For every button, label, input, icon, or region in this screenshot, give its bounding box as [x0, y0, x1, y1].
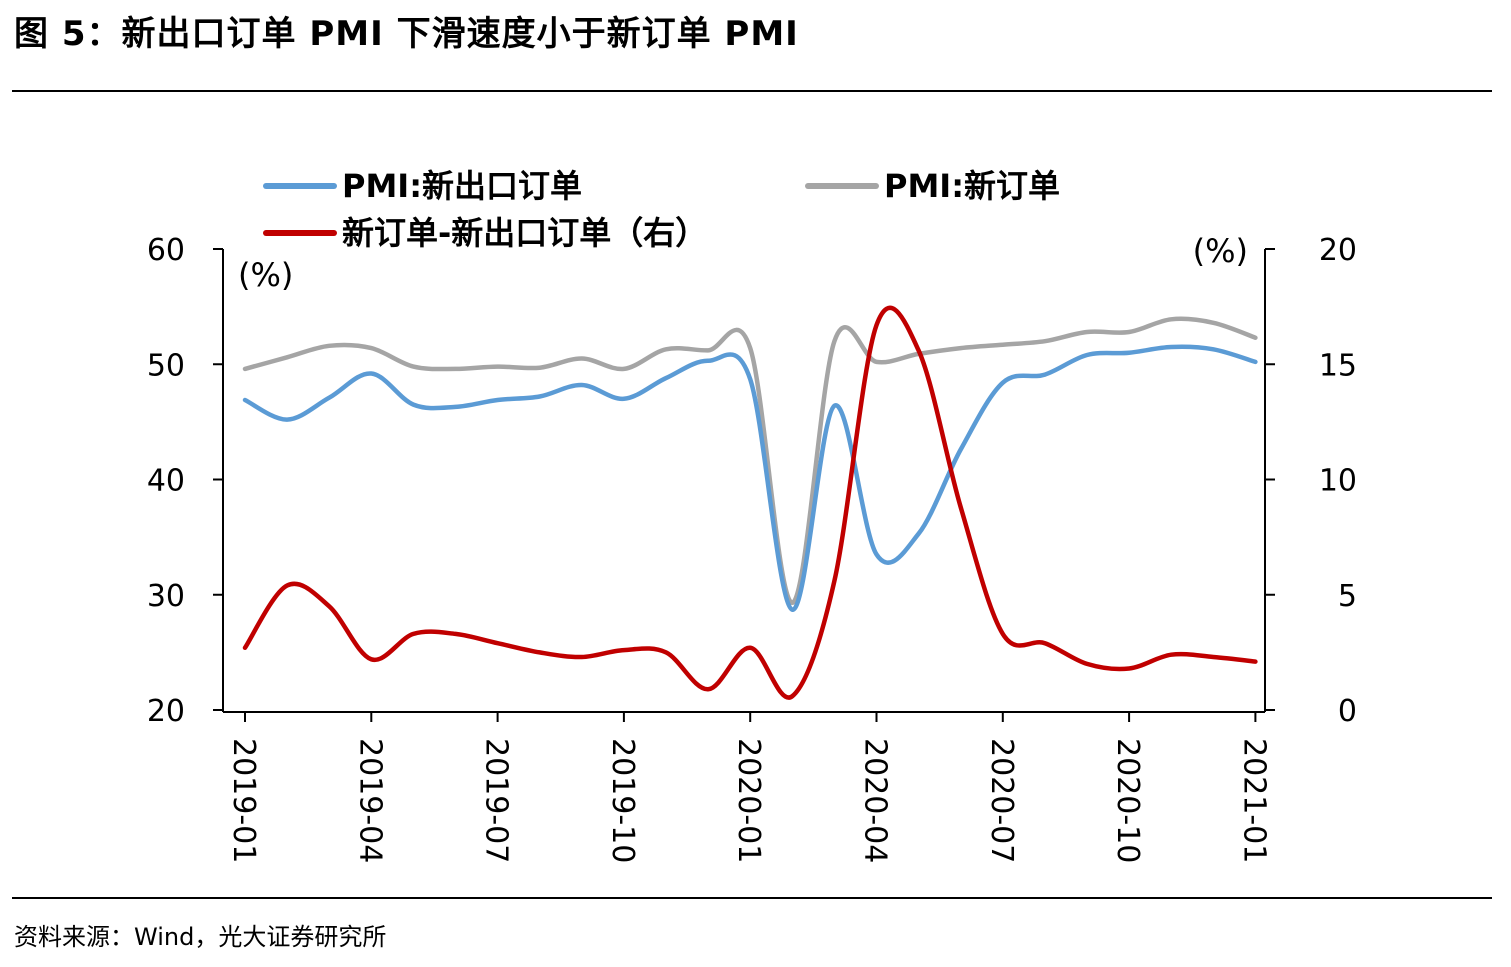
- left-tick-label: 50: [147, 348, 185, 383]
- left-tick-label: 20: [147, 694, 185, 729]
- page-title: 图 5：新出口订单 PMI 下滑速度小于新订单 PMI: [14, 14, 799, 54]
- legend-label-2: 新订单-新出口订单（右）: [342, 214, 707, 252]
- chart-axes: [222, 249, 1266, 713]
- x-tick-label: 2019-07: [479, 738, 514, 863]
- chart-series: [242, 305, 1258, 700]
- x-tick-label: 2021-01: [1236, 738, 1271, 863]
- right-tick-label: 20: [1319, 233, 1357, 268]
- right-tick-label: 15: [1319, 348, 1357, 383]
- left-tick-label: 40: [147, 464, 185, 499]
- series-line-1: [242, 316, 1258, 606]
- x-tick-label: 2019-04: [352, 738, 387, 863]
- x-tick-label: 2019-01: [226, 738, 261, 863]
- series-line-2: [242, 305, 1258, 700]
- left-tick-label: 60: [147, 233, 185, 268]
- x-tick-label: 2020-01: [731, 738, 766, 863]
- series-line-0: [242, 344, 1258, 612]
- right-tick-label: 10: [1319, 464, 1357, 499]
- x-tick-label: 2019-10: [605, 738, 640, 863]
- x-tick-label: 2020-04: [858, 738, 893, 863]
- legend-label-0: PMI:新出口订单: [342, 167, 582, 205]
- left-axis-unit: (%): [238, 256, 293, 294]
- legend-label-1: PMI:新订单: [884, 167, 1060, 205]
- x-tick-label: 2020-10: [1110, 738, 1145, 863]
- left-tick-label: 30: [147, 579, 185, 614]
- x-tick-label: 2020-07: [984, 738, 1019, 863]
- right-tick-label: 5: [1338, 579, 1357, 614]
- source-note: 资料来源：Wind，光大证券研究所: [14, 923, 387, 951]
- title-divider: [12, 90, 1492, 92]
- footer-divider: [12, 897, 1492, 899]
- right-tick-label: 0: [1338, 694, 1357, 729]
- right-axis-unit: (%): [1193, 232, 1248, 270]
